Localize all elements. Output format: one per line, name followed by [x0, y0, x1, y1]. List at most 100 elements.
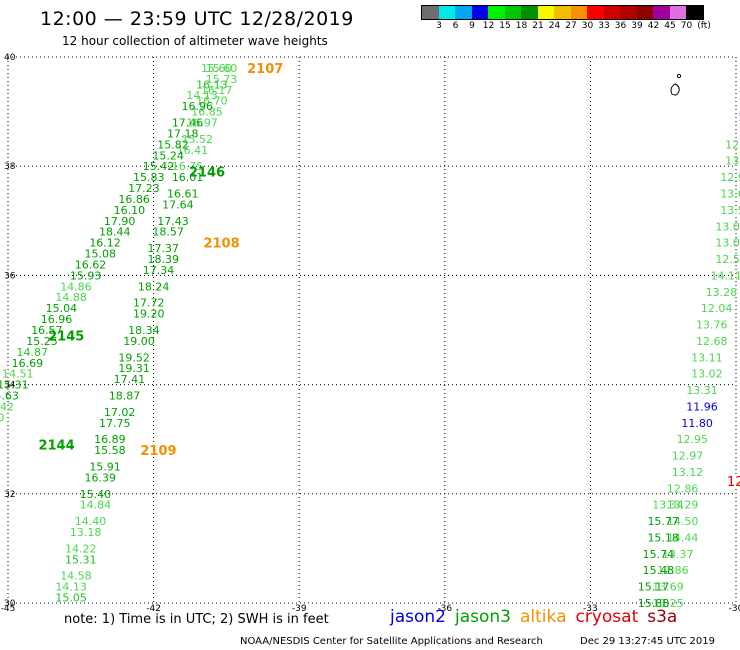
- wave-height-value: 11.8: [738, 111, 740, 124]
- wave-height-value: 14.50: [667, 515, 699, 528]
- color-swatch: [488, 6, 505, 19]
- wave-height-value: 18.87: [109, 390, 141, 403]
- x-tick-label: -45: [1, 604, 16, 614]
- wave-height-value: 16.01: [172, 171, 204, 184]
- wave-height-value: 14.40: [75, 515, 107, 528]
- wave-height-value: 17.41: [114, 373, 146, 386]
- color-scale-label: 6: [452, 21, 459, 31]
- wave-height-value: 14.87: [17, 346, 49, 359]
- x-tick-label: -42: [146, 604, 161, 614]
- x-tick-label: -30: [729, 604, 740, 614]
- legend-altika: altika: [520, 607, 567, 627]
- wave-height-value: 15.82: [157, 138, 189, 151]
- pass-number-2107: 2107: [247, 62, 283, 77]
- wave-height-value: 13.37: [662, 548, 694, 561]
- wave-height-value: 13.69: [652, 581, 684, 594]
- track-B: 15.6016.1314.1316.9617.4617.1815.8215.24…: [0, 62, 232, 424]
- wave-height-value: 15.93: [70, 269, 102, 282]
- wave-height-value: 15.77: [647, 515, 679, 528]
- legend-cryosat: cryosat: [575, 607, 639, 627]
- wave-height-value: 14.51: [2, 368, 34, 381]
- wave-height-value: 15.88: [638, 597, 670, 610]
- satellite-legend: jason2 jason3 altika cryosat s3a: [390, 607, 686, 627]
- wave-height-value: 17.23: [128, 182, 160, 195]
- wave-height-value: 16.86: [118, 193, 150, 206]
- wave-height-value: 15.40: [80, 488, 112, 501]
- offmap-value-marker: 12: [726, 475, 740, 490]
- wave-height-value: 17.43: [157, 215, 189, 228]
- map-grid: [7, 56, 737, 604]
- color-scale-label: 45: [664, 21, 676, 31]
- color-scale-label: 24: [548, 21, 561, 31]
- wave-height-value: 15.58: [94, 444, 126, 457]
- color-swatch: [422, 6, 439, 19]
- color-scale-label: 21: [532, 21, 544, 31]
- color-scale-label: 3: [436, 21, 442, 31]
- color-scale-label: 12: [482, 21, 495, 31]
- y-tick-label: 40: [4, 53, 16, 63]
- page-subtitle: 12 hour collection of altimeter wave hei…: [62, 34, 328, 48]
- wave-height-value: 17.75: [99, 417, 131, 430]
- pass-number-2146: 2146: [189, 166, 225, 181]
- generated-timestamp: Dec 29 13:27:45 UTC 2019: [580, 636, 715, 647]
- footer-note: note: 1) Time is in UTC; 2) SWH is in fe…: [64, 612, 329, 627]
- wave-height-value: 17.37: [148, 242, 180, 255]
- wave-height-value: 15.31: [65, 553, 97, 566]
- wave-height-value: 13.34: [652, 499, 684, 512]
- wave-height-value: 16.70: [196, 95, 228, 108]
- wave-height-value: 12.96: [720, 171, 740, 184]
- wave-height-value: 11.80: [681, 417, 713, 430]
- pass-number-2109: 2109: [140, 444, 176, 459]
- color-scale-label: 42: [647, 21, 660, 31]
- wave-height-value: 15.60: [206, 62, 238, 75]
- wave-height-value: 17.90: [104, 215, 136, 228]
- wave-height-value: 15.83: [133, 171, 165, 184]
- wave-height-value: 18.34: [128, 324, 160, 337]
- wave-height-value: 15.48: [643, 564, 675, 577]
- wave-height-value: 16.69: [12, 357, 44, 370]
- x-tick-label: -39: [292, 604, 307, 614]
- color-swatch: [669, 6, 686, 19]
- wave-height-value: 18.57: [152, 226, 184, 239]
- wave-height-value: 16.85: [191, 106, 223, 119]
- wave-height-value: 13.32: [725, 155, 740, 168]
- legend-jason2: jason2: [390, 607, 446, 627]
- wave-height-value: 17.34: [143, 264, 175, 277]
- x-tick-label: -33: [583, 604, 598, 614]
- wave-height-value: 16.62: [75, 258, 107, 271]
- wave-height-value: 12.86: [667, 482, 699, 495]
- axis-ticks: -45 -42 -39 -36 -33 -30 40 38 36 34 32 30: [1, 53, 740, 614]
- wave-height-value: 15.24: [152, 149, 184, 162]
- color-swatch: [455, 6, 472, 19]
- wave-height-value: 15.91: [89, 461, 121, 474]
- color-scale-label: 9: [469, 21, 475, 31]
- wave-height-value: 14.42: [0, 400, 14, 413]
- wave-height-value: 16.12: [89, 237, 121, 250]
- wave-height-value: 13.29: [667, 499, 699, 512]
- wave-height-value: 17.46: [172, 117, 204, 130]
- color-swatch: [471, 6, 488, 19]
- wave-height-value: 13.07: [715, 220, 740, 233]
- color-swatch: [554, 6, 571, 19]
- wave-height-value: 16.39: [84, 471, 116, 484]
- island-marker: [670, 73, 682, 96]
- y-tick-label: 38: [4, 162, 16, 172]
- wave-height-value: 13.12: [672, 466, 704, 479]
- wave-height-value: 16.10: [114, 204, 146, 217]
- color-swatch: [537, 6, 554, 19]
- wave-height-value: 15.74: [643, 548, 675, 561]
- color-swatch: [521, 6, 538, 19]
- wave-height-value: 14.84: [80, 499, 112, 512]
- wave-height-value: 14.86: [60, 280, 92, 293]
- color-scale-label: (ft): [697, 21, 711, 31]
- wave-height-value: 12.52: [715, 253, 740, 266]
- wave-height-value: 16.96: [182, 100, 214, 113]
- wave-height-value: 15.04: [46, 302, 78, 315]
- wave-height-value: 18.44: [99, 226, 131, 239]
- wave-height-value: 13.76: [696, 319, 728, 332]
- color-scale-label: 30: [581, 21, 594, 31]
- wave-height-value: 14.13: [186, 89, 218, 102]
- track-C: 12.3 11.8 12.16 13.32 12.96 13.64 13.50 13.07 13…: [652, 89, 740, 610]
